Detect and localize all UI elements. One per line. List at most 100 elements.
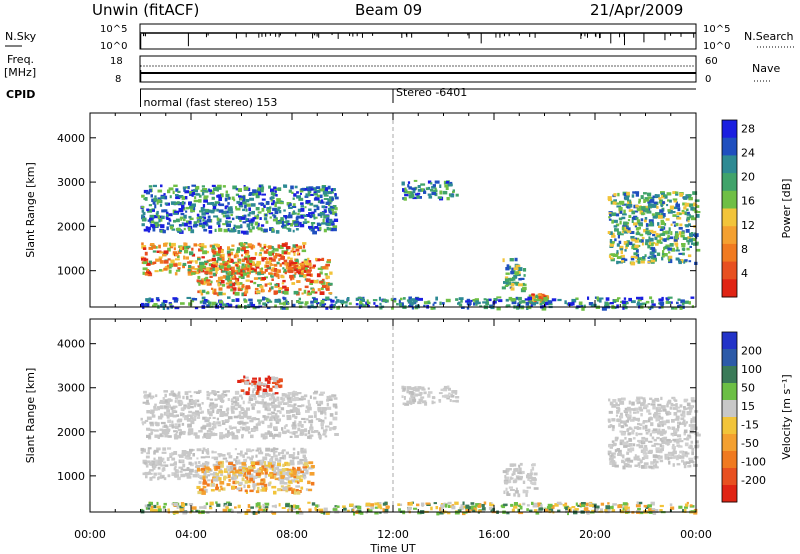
echo-cell (657, 412, 661, 415)
echo-cell (228, 465, 234, 470)
echo-cell (243, 392, 248, 395)
echo-cell (189, 395, 193, 398)
echo-cell (212, 187, 218, 192)
echo-cell (325, 306, 329, 310)
echo-cell (651, 254, 657, 259)
echo-cell (505, 272, 510, 275)
echo-cell (239, 411, 243, 414)
echo-cell (288, 476, 293, 479)
echo-cell (506, 304, 511, 307)
echo-cell (423, 301, 428, 305)
echo-cell (667, 301, 671, 304)
echo-cell (169, 303, 173, 306)
echo-cell (145, 455, 150, 459)
echo-cell (428, 391, 433, 394)
echo-cell (657, 409, 662, 412)
echo-cell (288, 189, 292, 193)
echo-cell (656, 239, 662, 244)
echo-cell (242, 221, 247, 224)
echo-cell (170, 201, 176, 205)
echo-cell (390, 298, 393, 302)
echo-cell (297, 466, 301, 471)
echo-cell (629, 231, 635, 234)
echo-cell (228, 478, 231, 482)
echo-cell (275, 194, 278, 197)
echo-cell (532, 295, 536, 300)
echo-cell (151, 476, 156, 479)
echo-cell (645, 227, 649, 231)
echo-cell (277, 460, 281, 463)
echo-cell (688, 424, 694, 427)
echo-cell (518, 464, 521, 468)
echo-cell (304, 476, 307, 479)
echo-cell (661, 256, 664, 261)
echo-cell (632, 191, 636, 194)
echo-cell (287, 214, 293, 219)
echo-cell (144, 419, 149, 422)
echo-cell (145, 475, 148, 479)
echo-cell (292, 469, 297, 474)
echo-cell (277, 221, 283, 224)
echo-cell (218, 224, 221, 228)
echo-cell (141, 215, 146, 220)
echo-cell (274, 385, 278, 389)
echo-cell (224, 468, 228, 472)
echo-cell (183, 201, 186, 205)
echo-cell (658, 225, 662, 228)
echo-cell (300, 486, 304, 490)
echo-cell (490, 503, 495, 507)
echo-cell (237, 414, 242, 418)
echo-cell (199, 300, 203, 304)
echo-cell (311, 288, 315, 291)
echo-cell (512, 471, 516, 476)
echo-cell (685, 461, 691, 464)
echo-cell (279, 219, 284, 223)
echo-cell (218, 197, 222, 201)
echo-cell (140, 302, 144, 307)
echo-cell (266, 207, 271, 211)
echo-cell (246, 266, 251, 269)
echo-cell (639, 461, 643, 464)
echo-cell (181, 196, 185, 200)
echo-cell (236, 452, 241, 455)
echo-cell (642, 425, 645, 430)
echo-cell (323, 410, 326, 414)
echo-cell (241, 258, 245, 263)
x-tick-label: 00:00 (680, 528, 712, 541)
echo-cell (175, 194, 179, 197)
echo-cell (193, 206, 196, 211)
echo-cell (621, 398, 626, 401)
echo-cell (303, 269, 307, 273)
echo-cell (626, 508, 630, 511)
echo-cell (470, 502, 475, 505)
echo-cell (505, 267, 510, 271)
echo-cell (330, 299, 335, 303)
echo-cell (274, 190, 277, 193)
echo-cell (286, 394, 291, 399)
echo-cell (572, 301, 575, 306)
echo-cell (636, 296, 641, 300)
echo-cell (292, 250, 296, 254)
y-tick-label: 3000 (57, 382, 85, 395)
echo-cell (286, 488, 290, 492)
echo-cell (196, 279, 200, 283)
echo-cell (212, 463, 218, 467)
echo-cell (257, 187, 260, 191)
echo-cell (203, 277, 207, 282)
echo-cell (258, 420, 261, 424)
echo-cell (172, 251, 177, 254)
echo-cell (355, 297, 360, 301)
echo-cell (248, 473, 254, 478)
echo-cell (182, 463, 186, 468)
echo-cell (510, 298, 515, 302)
echo-cell (282, 431, 286, 435)
echo-cell (202, 189, 206, 192)
echo-cell (446, 181, 450, 184)
echo-cell (659, 301, 665, 306)
echo-cell (667, 400, 672, 403)
echo-cell (667, 427, 672, 430)
echo-cell (225, 282, 231, 285)
echo-cell (331, 394, 337, 397)
echo-cell (319, 280, 324, 284)
echo-cell (180, 431, 185, 435)
